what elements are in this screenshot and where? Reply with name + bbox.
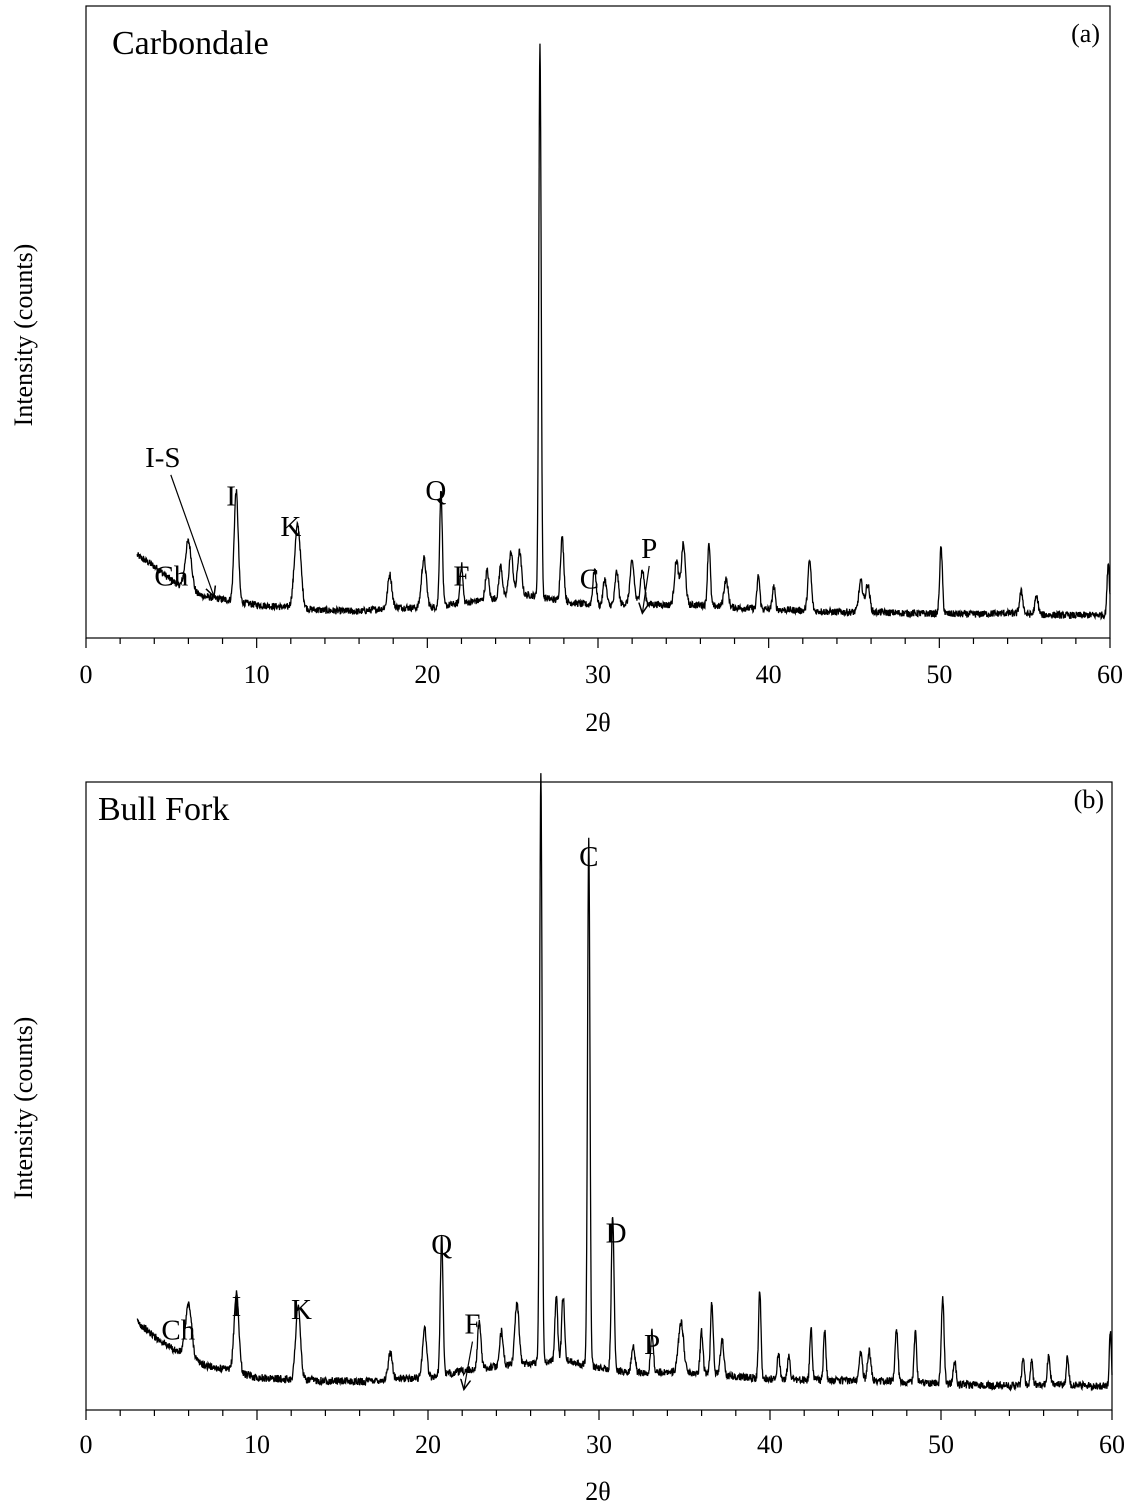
panel-label-b: (b) [1074,785,1104,814]
panel-label-a: (a) [1071,19,1100,48]
peak-label: Q [425,475,446,507]
y-axis-label-a: Intensity (counts) [9,244,38,427]
x-tick-label: 50 [928,1430,954,1459]
peak-label: K [291,1294,312,1326]
x-tick-label: 50 [926,660,952,689]
annotation-arrow [642,565,650,613]
x-tick-label: 20 [415,1430,441,1459]
x-tick-label: 40 [756,660,782,689]
x-tick-label: 30 [585,660,611,689]
x-tick-label: 40 [757,1430,783,1459]
x-tick-labels-b: 0 10 20 30 40 50 60 [80,1430,1126,1459]
x-tick-label: 60 [1097,660,1123,689]
x-tick-label: 20 [414,660,440,689]
chart-title-a: Carbondale [112,25,269,62]
x-tick-label: 30 [586,1430,612,1459]
peak-label: C [579,841,598,873]
xrd-line-a [136,43,1111,621]
x-tick-label: 10 [244,660,270,689]
panel-a: Carbondale (a) Intensity (counts) 2θ 0 10… [9,5,1124,737]
plot-frame-a [85,5,1111,639]
chart-title-b: Bull Fork [98,791,229,828]
x-axis-label-b: 2θ [585,1477,610,1506]
peak-label: I-S [145,442,180,474]
peak-annotations-b: Ch I K Q F C D P [161,841,660,1389]
xrd-line-b [136,773,1113,1392]
peak-label: I [232,1291,242,1323]
peak-label: Ch [161,1314,195,1346]
peak-label: D [606,1217,627,1249]
x-ticks-a [85,638,1111,648]
y-axis-label-b: Intensity (counts) [9,1017,38,1200]
x-tick-label: 10 [244,1430,270,1459]
x-tick-label: 0 [80,1430,93,1459]
peak-label: C [580,563,599,595]
peak-label: K [280,511,301,543]
x-tick-labels-a: 0 10 20 30 40 50 60 [80,660,1124,689]
peak-label: P [644,1329,660,1361]
annotation-arrow [170,474,214,597]
annotation-arrow [464,1341,474,1390]
peak-annotations-a: Ch I-S I K Q F C P [145,442,657,613]
peak-label: F [453,561,469,593]
peak-label: Q [431,1229,452,1261]
peak-label: P [641,533,657,565]
peak-label: F [464,1309,480,1341]
x-tick-label: 0 [80,660,93,689]
panel-b: Bull Fork (b) Intensity (counts) 2θ 0 10 2… [9,773,1125,1506]
x-axis-label-a: 2θ [585,708,610,737]
x-ticks-b [85,1410,1113,1420]
peak-label: Ch [154,561,188,593]
x-tick-label: 60 [1099,1430,1125,1459]
peak-label: I [226,481,236,513]
